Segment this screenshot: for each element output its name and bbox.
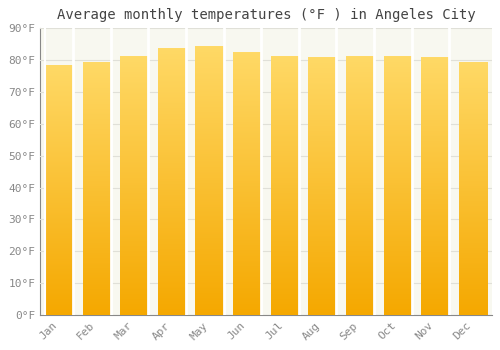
Title: Average monthly temperatures (°F ) in Angeles City: Average monthly temperatures (°F ) in An… bbox=[56, 8, 476, 22]
